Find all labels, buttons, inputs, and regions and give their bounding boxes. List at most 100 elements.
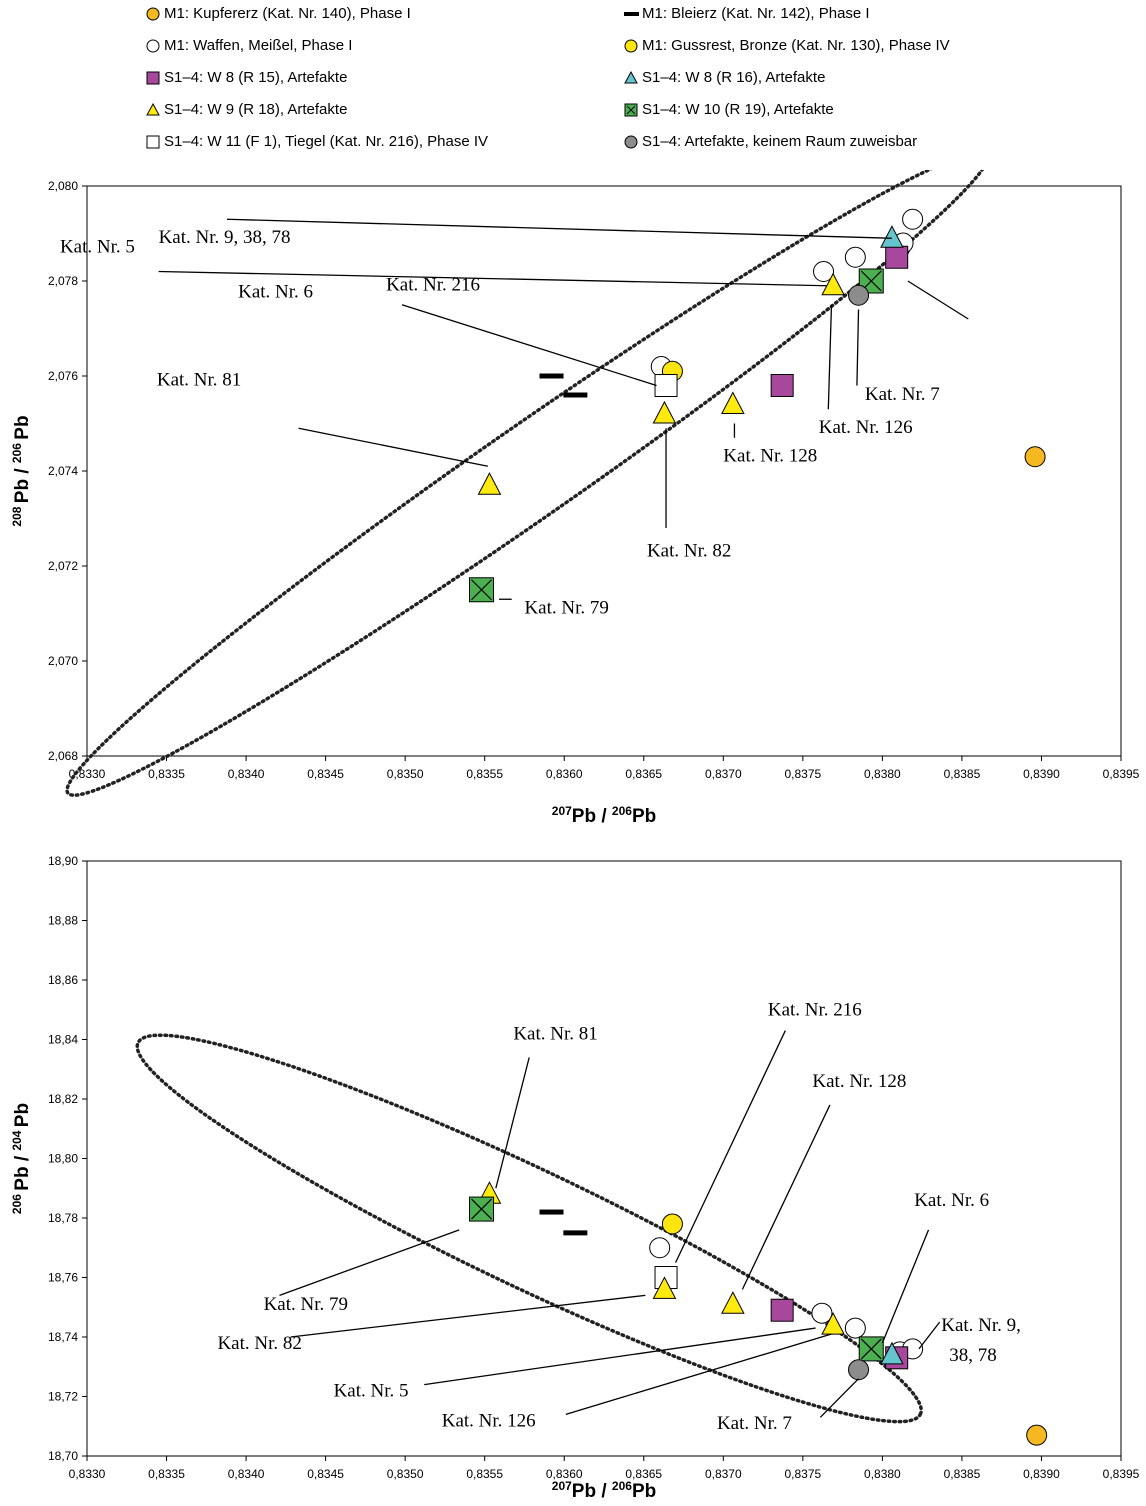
x-tick-label: 0,8350 bbox=[387, 767, 424, 781]
legend-marker-dash-icon bbox=[624, 12, 639, 16]
point-kupfererz bbox=[1024, 446, 1046, 468]
annotation-leader-line bbox=[424, 1327, 816, 1386]
y-tick-label: 18,84 bbox=[48, 1033, 78, 1047]
y-tick-label: 2,080 bbox=[48, 179, 78, 193]
marker-circle bbox=[1026, 1424, 1048, 1446]
point-w8r15 bbox=[770, 374, 794, 397]
annotation-label: Kat. Nr. 81 bbox=[157, 370, 241, 391]
legend-label: M1: Bleierz (Kat. Nr. 142), Phase I bbox=[642, 5, 870, 22]
marker-square bbox=[885, 245, 909, 269]
x-tick-label: 0,8360 bbox=[546, 767, 583, 781]
point-w9r18 bbox=[652, 1276, 677, 1299]
point-kupfererz bbox=[1026, 1424, 1048, 1446]
legend-marker-circle-icon bbox=[624, 135, 638, 149]
x-tick-label: 0,8365 bbox=[625, 767, 662, 781]
x-tick-label: 0,8345 bbox=[307, 767, 344, 781]
marker-circle bbox=[813, 261, 835, 282]
marker-circle bbox=[844, 1317, 866, 1339]
y-tick-label: 2,076 bbox=[48, 369, 78, 383]
point-w8r16 bbox=[880, 225, 904, 248]
y-tick-label: 2,072 bbox=[48, 559, 78, 573]
legend-marker-triangle-icon bbox=[146, 102, 160, 116]
annotation-leader-line bbox=[907, 280, 969, 320]
point-w10r19 bbox=[858, 1336, 884, 1362]
point-gussrest bbox=[661, 1213, 683, 1235]
x-tick-label: 0,8375 bbox=[784, 1467, 821, 1481]
marker-cross bbox=[860, 1338, 882, 1360]
x-tick-label: 0,8335 bbox=[148, 767, 185, 781]
marker-triangle bbox=[721, 391, 745, 414]
x-tick-label: 0,8340 bbox=[228, 767, 265, 781]
annotation-leader-line bbox=[158, 270, 827, 287]
point-keinraum bbox=[848, 1359, 870, 1381]
point-w8r15 bbox=[885, 245, 909, 269]
annotation-leader-line bbox=[298, 427, 489, 467]
annotation-label: Kat. Nr. 79 bbox=[264, 1294, 348, 1315]
y-tick-label: 2,068 bbox=[48, 749, 78, 763]
y-tick-label: 2,070 bbox=[48, 654, 78, 668]
annotation-label: 38, 78 bbox=[949, 1345, 997, 1366]
legend-marker-squarex-icon bbox=[624, 103, 638, 117]
x-tick-label: 0,8395 bbox=[1103, 1467, 1140, 1481]
legend: M1: Kupfererz (Kat. Nr. 140), Phase I M1… bbox=[0, 0, 1146, 170]
annotation-leader-line bbox=[565, 1333, 832, 1415]
x-tick-label: 0,8380 bbox=[864, 767, 901, 781]
point-waffen bbox=[649, 1237, 671, 1259]
y-tick-label: 18,88 bbox=[48, 914, 78, 928]
x-tick-label: 0,8340 bbox=[228, 1467, 265, 1481]
legend-marker-circle-icon bbox=[624, 39, 638, 53]
x-tick-label: 0,8375 bbox=[784, 767, 821, 781]
x-tick-label: 0,8345 bbox=[307, 1467, 344, 1481]
point-waffen bbox=[813, 261, 835, 282]
marker-dash bbox=[539, 373, 564, 379]
annotation-label: Kat. Nr. 9, bbox=[941, 1315, 1021, 1336]
scatter-chart-206-204: 0,8330 0,8335 0,8340 0,8345 0,8350 0,8355 0,83… bbox=[10, 854, 1140, 1502]
marker-cross bbox=[471, 579, 492, 601]
marker-circle bbox=[1024, 446, 1046, 468]
x-tick-label: 0,8385 bbox=[944, 1467, 981, 1481]
scatter-chart-208-206: 0,8330 0,8335 0,8340 0,8345 0,8350 0,8355 0,83… bbox=[10, 170, 1140, 827]
y-axis-label: 206 Pb / 204 Pb bbox=[10, 1103, 33, 1214]
marker-dash bbox=[563, 392, 588, 398]
x-tick-label: 0,8365 bbox=[625, 1467, 662, 1481]
x-axis-label: 207Pb / 206Pb bbox=[552, 804, 656, 827]
plot-area bbox=[86, 860, 1122, 1457]
legend-label: S1–4: W 9 (R 18), Artefakte bbox=[164, 101, 348, 118]
point-keinraum bbox=[848, 284, 870, 306]
annotation-leader-line bbox=[290, 1294, 646, 1338]
marker-dash bbox=[563, 1230, 588, 1236]
x-tick-label: 0,8330 bbox=[69, 1467, 106, 1481]
legend-marker-circle-icon bbox=[146, 39, 160, 53]
annotation-label: Kat. Nr. 7 bbox=[865, 384, 940, 405]
marker-square bbox=[770, 374, 794, 397]
point-waffen bbox=[902, 208, 924, 230]
x-tick-label: 0,8370 bbox=[705, 767, 742, 781]
legend-label: M1: Gussrest, Bronze (Kat. Nr. 130), Pha… bbox=[642, 37, 950, 54]
annotation-label: Kat. Nr. 126 bbox=[442, 1410, 536, 1431]
annotation-leader-line bbox=[401, 304, 657, 387]
legend-marker-square-icon bbox=[146, 135, 160, 149]
annotation-label: Kat. Nr. 6 bbox=[914, 1190, 989, 1211]
marker-circle bbox=[661, 1213, 683, 1235]
annotation-leader-line bbox=[819, 1378, 859, 1418]
x-tick-label: 0,8350 bbox=[387, 1467, 424, 1481]
point-w9r18 bbox=[721, 391, 745, 414]
annotation-leader-line bbox=[918, 1321, 941, 1350]
point-waffen bbox=[844, 246, 866, 268]
point-w9r18 bbox=[652, 400, 677, 424]
point-w9r18 bbox=[821, 1312, 845, 1335]
y-tick-label: 18,76 bbox=[48, 1271, 78, 1285]
y-tick-label: 18,78 bbox=[48, 1211, 78, 1225]
point-w8r15 bbox=[770, 1298, 794, 1322]
annotation-leader-line bbox=[741, 1104, 831, 1290]
marker-triangle bbox=[880, 225, 904, 248]
annotation-label: Kat. Nr. 82 bbox=[217, 1333, 301, 1354]
marker-triangle bbox=[721, 1291, 745, 1314]
marker-triangle bbox=[880, 1341, 904, 1365]
y-tick-label: 18,80 bbox=[48, 1152, 78, 1166]
point-w9r18 bbox=[477, 472, 502, 495]
marker-cross bbox=[471, 1198, 492, 1220]
x-axis-label: 207Pb / 206Pb bbox=[552, 1479, 656, 1502]
y-tick-label: 2,074 bbox=[48, 464, 78, 478]
annotation-label: Kat. Nr. 216 bbox=[768, 1000, 862, 1021]
